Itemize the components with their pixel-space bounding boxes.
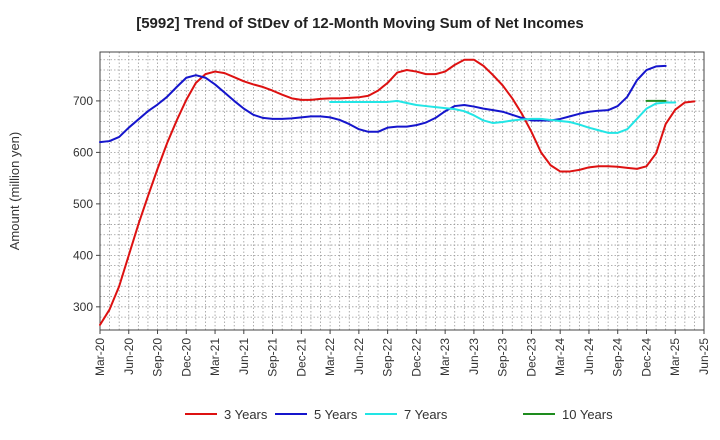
y-axis-label: Amount (million yen) [7, 132, 22, 251]
x-tick-label: Sep-23 [496, 338, 510, 377]
y-axis-ticks: 300 400 500 600 700 [73, 94, 100, 314]
y-tick-label: 500 [73, 197, 93, 211]
plot-frame [99, 51, 705, 331]
x-tick-label: Jun-21 [237, 338, 251, 375]
x-tick-label: Sep-22 [381, 338, 395, 377]
x-tick-label: Sep-20 [151, 338, 165, 377]
x-axis-ticks: Mar-20 Jun-20 Sep-20 Dec-20 Mar-21 Jun-21 Sep-… [93, 330, 711, 377]
y-tick-label: 600 [73, 145, 93, 159]
x-tick-label: Dec-22 [409, 338, 423, 377]
legend-label: 10 Years [562, 407, 613, 422]
grid-lines [100, 52, 704, 330]
legend-label: 7 Years [404, 407, 448, 422]
x-tick-label: Jun-25 [697, 338, 711, 375]
legend: 3 Years 5 Years 7 Years 10 Years [185, 407, 613, 422]
x-tick-label: Dec-23 [524, 338, 538, 377]
x-tick-label: Dec-24 [639, 338, 653, 377]
x-tick-label: Sep-24 [611, 338, 625, 377]
x-tick-label: Mar-21 [208, 338, 222, 376]
y-tick-label: 300 [73, 300, 93, 314]
series-line-7-years [329, 99, 677, 134]
series-line-5-years [99, 64, 667, 144]
x-tick-label: Mar-23 [438, 338, 452, 376]
x-tick-label: Sep-21 [266, 338, 280, 377]
x-tick-label: Mar-20 [93, 338, 107, 376]
x-tick-label: Dec-21 [294, 338, 308, 377]
x-tick-label: Dec-20 [179, 338, 193, 377]
x-tick-label: Jun-22 [352, 338, 366, 375]
y-tick-label: 400 [73, 248, 93, 262]
y-tick-label: 700 [73, 94, 93, 108]
x-tick-label: Mar-24 [553, 338, 567, 376]
x-tick-label: Mar-25 [668, 338, 682, 376]
x-tick-label: Jun-20 [122, 338, 136, 375]
legend-label: 3 Years [224, 407, 268, 422]
x-tick-label: Mar-22 [323, 338, 337, 376]
x-tick-label: Jun-23 [467, 338, 481, 375]
chart-title: [5992] Trend of StDev of 12-Month Moving… [136, 15, 584, 32]
series-lines [99, 58, 696, 326]
x-tick-label: Jun-24 [582, 338, 596, 375]
legend-label: 5 Years [314, 407, 358, 422]
series-line-3-years [99, 58, 696, 326]
